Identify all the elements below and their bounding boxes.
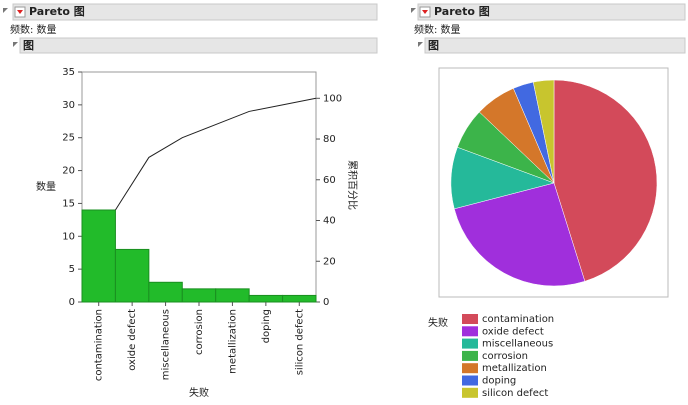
collapse-icon[interactable] (418, 42, 423, 47)
y2-tick-label: 80 (323, 134, 336, 145)
y2-tick-label: 100 (323, 93, 342, 104)
legend-label: contamination (482, 314, 554, 325)
x-axis-title: 失败 (189, 386, 209, 399)
freq-label: 频数: 数量 (414, 23, 461, 36)
pie-slice (553, 79, 658, 282)
bar (215, 288, 250, 303)
bar (81, 209, 116, 303)
legend-label: metallization (482, 363, 547, 374)
bar (282, 294, 317, 303)
section-header[interactable] (19, 37, 378, 54)
outline-header[interactable] (12, 3, 378, 21)
legend-swatch (462, 338, 478, 349)
bar (248, 294, 284, 303)
legend-swatch (462, 375, 478, 386)
legend-label: silicon defect (482, 388, 548, 399)
y-tick-label: 10 (62, 231, 75, 242)
y-tick-label: 20 (62, 166, 75, 177)
x-tick-label: oxide defect (127, 309, 138, 371)
collapse-icon[interactable] (13, 42, 18, 47)
legend-swatch (462, 314, 478, 324)
y-tick-label: 0 (69, 297, 75, 308)
cumulative-line (115, 97, 317, 211)
menu-arrow (17, 10, 23, 14)
y2-tick-label: 0 (323, 297, 329, 308)
menu-arrow (422, 10, 428, 14)
bar (181, 288, 217, 303)
y2-tick-label: 60 (323, 175, 336, 186)
y-tick-label: 30 (62, 100, 75, 111)
y-tick-label: 5 (69, 264, 75, 275)
x-tick-label: doping (261, 309, 272, 343)
collapse-icon[interactable] (411, 8, 416, 13)
legend-label: miscellaneous (482, 339, 553, 350)
legend-swatch (462, 387, 478, 398)
outline-header[interactable] (417, 3, 686, 21)
x-tick-label: miscellaneous (161, 309, 172, 380)
y-tick-label: 25 (62, 133, 75, 144)
x-tick-label: silicon defect (294, 309, 305, 375)
x-tick-label: corrosion (194, 309, 205, 355)
legend-swatch (462, 350, 478, 361)
legend-label: oxide defect (482, 326, 544, 337)
bar (114, 248, 150, 303)
panel-title: Pareto 图 (29, 5, 85, 18)
legend-label: doping (482, 376, 516, 387)
y-tick-label: 35 (62, 67, 75, 78)
pie-slice (453, 182, 586, 287)
legend-label: corrosion (482, 351, 528, 362)
legend-swatch (462, 363, 478, 374)
legend-title: 失败 (428, 316, 448, 329)
x-tick-label: metallization (227, 309, 238, 374)
panel-title: Pareto 图 (434, 5, 490, 18)
left-panel: Pareto 图 频数: 数量 图 (3, 3, 378, 54)
bar (148, 281, 183, 303)
y-tick-label: 15 (62, 198, 75, 209)
pie-slice (532, 79, 555, 184)
x-tick-label: contamination (94, 309, 105, 381)
collapse-icon[interactable] (3, 8, 8, 13)
legend-swatch (462, 326, 478, 337)
y-axis-title: 数量 (36, 180, 56, 193)
section-title: 图 (23, 39, 34, 52)
section-header[interactable] (424, 37, 686, 54)
freq-label: 频数: 数量 (10, 23, 57, 36)
y2-tick-label: 40 (323, 216, 336, 227)
y2-tick-label: 20 (323, 256, 336, 267)
section-title: 图 (428, 39, 439, 52)
y2-axis-title: 累积百分比 (346, 160, 358, 210)
